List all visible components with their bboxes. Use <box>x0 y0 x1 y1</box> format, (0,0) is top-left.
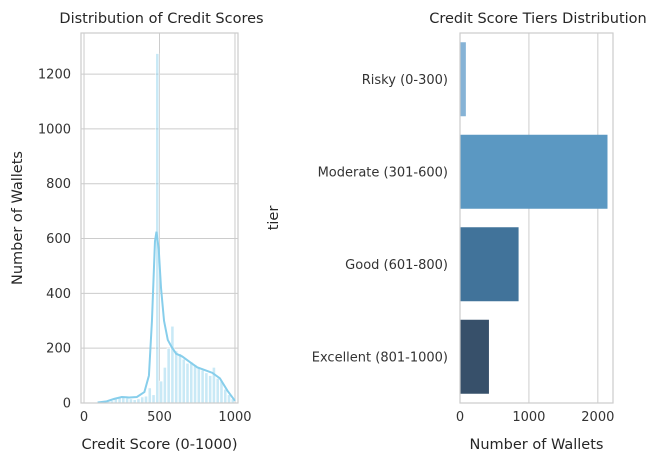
histogram-bars <box>98 53 235 404</box>
histogram-bar <box>181 358 186 404</box>
tier-title: Credit Score Tiers Distribution <box>429 11 647 27</box>
tier-bar-chart: 0 1000 2000 Risky (0-300) Moderate (301-600… <box>266 11 647 453</box>
histogram-bar <box>215 378 220 404</box>
tier-bars <box>460 42 608 394</box>
histogram-bar <box>200 369 205 404</box>
tier-x-ticks: 0 1000 2000 <box>456 410 615 425</box>
histogram-chart: 0 500 1000 0 200 400 600 800 1000 1200 Distribut… <box>10 11 264 453</box>
kde-curve <box>97 231 236 404</box>
histogram-bar <box>193 364 197 404</box>
tier-category-labels: Risky (0-300) Moderate (301-600) Good (601… <box>312 73 448 366</box>
histogram-bar <box>129 398 133 404</box>
y-tick-label: 0 <box>63 397 71 412</box>
category-label: Good (601-800) <box>345 258 448 273</box>
y-tick-label: 600 <box>46 232 71 247</box>
histogram-title: Distribution of Credit Scores <box>59 11 263 27</box>
histogram-y-label: Number of Wallets <box>10 151 26 285</box>
tier-bar <box>460 134 608 209</box>
tier-bar <box>460 227 519 302</box>
histogram-bar <box>178 353 182 404</box>
histogram-bar <box>159 380 163 404</box>
x-tick-label: 0 <box>456 410 464 425</box>
histogram-bar <box>196 367 201 404</box>
histogram-bar <box>147 387 152 404</box>
histogram-bar <box>204 372 209 404</box>
x-tick-label: 0 <box>80 410 88 425</box>
histogram-bar <box>162 367 167 404</box>
y-tick-label: 1200 <box>38 68 71 83</box>
y-tick-label: 800 <box>46 177 71 192</box>
histogram-bar <box>174 350 179 404</box>
tier-x-label: Number of Wallets <box>470 437 604 453</box>
histogram-bar <box>185 362 190 404</box>
histogram-bar <box>170 325 175 404</box>
x-tick-label: 1000 <box>512 410 545 425</box>
category-label: Excellent (801-1000) <box>312 350 448 365</box>
tier-frame <box>459 32 614 404</box>
tier-bar <box>460 319 489 394</box>
y-tick-label: 200 <box>46 342 71 357</box>
category-label: Moderate (301-600) <box>318 165 448 180</box>
x-tick-label: 500 <box>147 410 172 425</box>
tier-y-label: tier <box>266 206 282 231</box>
tier-bar <box>460 42 466 117</box>
histogram-bar <box>136 398 141 404</box>
histogram-bar <box>155 53 160 404</box>
histogram-bar <box>121 397 126 404</box>
histogram-bar <box>125 397 130 404</box>
histogram-frame <box>80 32 239 404</box>
histogram-y-ticks: 0 200 400 600 800 1000 1200 <box>38 68 71 412</box>
histogram-bar <box>140 396 145 404</box>
histogram-bar <box>189 361 194 404</box>
x-tick-label: 2000 <box>581 410 614 425</box>
histogram-x-ticks: 0 500 1000 <box>80 410 252 425</box>
x-tick-label: 1000 <box>218 410 251 425</box>
y-tick-label: 1000 <box>38 122 71 137</box>
histogram-bar <box>208 375 213 404</box>
histogram-x-label: Credit Score (0-1000) <box>81 437 237 453</box>
histogram-bar <box>223 388 228 404</box>
category-label: Risky (0-300) <box>362 73 448 88</box>
histogram-bar <box>151 394 156 404</box>
histogram-bar <box>144 395 148 404</box>
histogram-grid <box>81 33 238 404</box>
y-tick-label: 400 <box>46 287 71 302</box>
histogram-bar <box>166 347 171 404</box>
histogram-bar <box>227 394 231 404</box>
